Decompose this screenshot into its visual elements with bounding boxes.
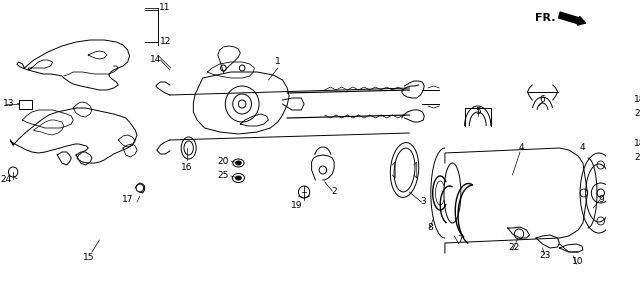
Text: 4: 4 [579,143,585,152]
Text: 24: 24 [0,176,12,184]
Text: 18: 18 [634,140,640,148]
Text: 13: 13 [3,98,14,107]
Text: 11: 11 [159,4,171,13]
Text: 8: 8 [427,224,433,232]
Text: 5: 5 [475,107,481,116]
Text: FR.: FR. [535,13,556,23]
Text: 14: 14 [150,56,161,64]
Text: 4: 4 [519,143,525,152]
Text: 17: 17 [122,196,133,205]
Text: 12: 12 [159,38,171,46]
Text: 19: 19 [291,202,302,211]
Ellipse shape [236,161,241,165]
Text: 10: 10 [572,257,584,266]
Text: 23: 23 [540,250,551,260]
Text: 16: 16 [181,164,193,172]
FancyArrow shape [559,12,586,25]
Text: 18: 18 [634,95,640,104]
Text: 2: 2 [332,188,337,196]
Circle shape [621,111,629,119]
Text: 15: 15 [83,254,94,262]
Text: 21: 21 [634,154,640,163]
Text: 6: 6 [540,95,545,104]
Text: 7: 7 [457,236,463,244]
Text: 21: 21 [634,110,640,118]
Text: 9: 9 [599,196,605,205]
Text: 25: 25 [218,172,229,181]
Text: 3: 3 [420,197,426,206]
Ellipse shape [236,176,241,180]
Bar [19,100,32,109]
Text: 22: 22 [509,244,520,253]
Circle shape [621,156,629,164]
Text: 20: 20 [218,157,229,166]
Text: 1: 1 [275,58,281,67]
